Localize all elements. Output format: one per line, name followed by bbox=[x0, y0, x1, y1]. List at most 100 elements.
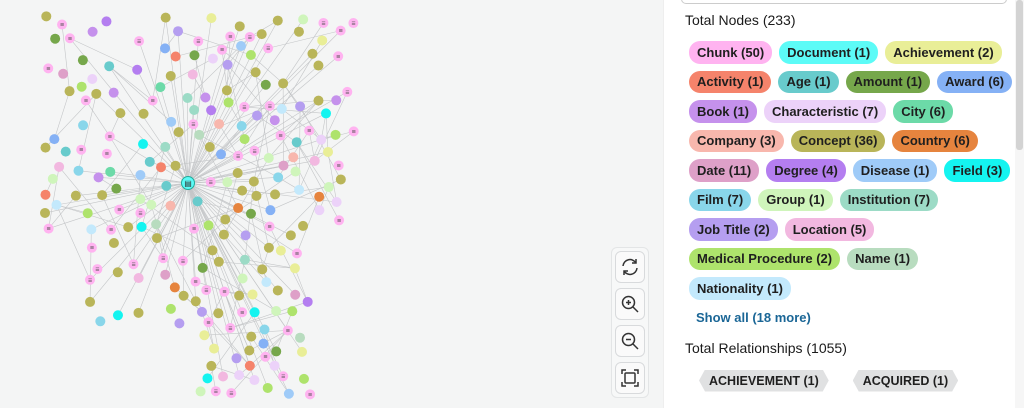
graph-node[interactable] bbox=[206, 105, 217, 116]
graph-node[interactable] bbox=[138, 108, 149, 119]
graph-node[interactable] bbox=[275, 245, 286, 256]
graph-node[interactable] bbox=[178, 290, 189, 301]
node-label-chip[interactable]: Group (1) bbox=[758, 188, 833, 211]
graph-node[interactable] bbox=[206, 360, 217, 371]
graph-node[interactable] bbox=[333, 160, 344, 171]
node-label-chip[interactable]: Film (7) bbox=[689, 188, 752, 211]
node-label-chip[interactable]: Disease (1) bbox=[852, 159, 938, 182]
graph-node[interactable] bbox=[234, 290, 245, 301]
graph-node[interactable] bbox=[203, 220, 214, 231]
graph-node[interactable] bbox=[342, 86, 353, 97]
graph-node[interactable] bbox=[174, 318, 185, 329]
graph-node[interactable] bbox=[314, 205, 325, 216]
graph-node[interactable] bbox=[263, 153, 274, 164]
node-label-chip[interactable]: Chunk (50) bbox=[689, 41, 773, 64]
graph-node[interactable] bbox=[237, 273, 248, 284]
graph-node[interactable] bbox=[182, 93, 193, 104]
graph-node[interactable] bbox=[54, 161, 65, 172]
graph-node[interactable] bbox=[73, 165, 84, 176]
graph-node[interactable] bbox=[270, 189, 281, 200]
graph-node[interactable] bbox=[144, 156, 155, 167]
graph-node[interactable] bbox=[276, 103, 287, 114]
graph-node[interactable] bbox=[77, 55, 88, 66]
graph-node[interactable] bbox=[91, 88, 102, 99]
graph-node[interactable] bbox=[258, 338, 269, 349]
graph-node[interactable] bbox=[289, 263, 300, 274]
graph-node[interactable] bbox=[205, 176, 216, 187]
graph-node[interactable] bbox=[264, 100, 275, 111]
node-label-chip[interactable]: Name (1) bbox=[847, 247, 919, 270]
node-label-chip[interactable]: Company (3) bbox=[689, 129, 784, 152]
graph-node[interactable] bbox=[165, 303, 176, 314]
node-label-chip[interactable]: Book (1) bbox=[689, 100, 757, 123]
graph-node[interactable] bbox=[87, 26, 98, 37]
graph-node[interactable] bbox=[271, 346, 282, 357]
graph-node[interactable] bbox=[123, 222, 134, 233]
graph-node[interactable] bbox=[252, 110, 263, 121]
graph-node[interactable] bbox=[101, 148, 112, 159]
graph-node[interactable] bbox=[156, 162, 167, 173]
graph-node[interactable] bbox=[298, 220, 309, 231]
graph-node[interactable] bbox=[316, 134, 327, 145]
graph-node[interactable] bbox=[97, 190, 108, 201]
graph-node[interactable] bbox=[220, 214, 231, 225]
node-label-chip[interactable]: Document (1) bbox=[779, 41, 879, 64]
graph-node[interactable] bbox=[147, 95, 158, 106]
graph-node[interactable] bbox=[291, 137, 302, 148]
graph-node[interactable] bbox=[135, 170, 146, 181]
graph-node[interactable] bbox=[278, 160, 289, 171]
node-label-chip[interactable]: Location (5) bbox=[784, 218, 875, 241]
graph-node[interactable] bbox=[49, 134, 60, 145]
graph-node[interactable] bbox=[188, 223, 199, 234]
graph-node[interactable] bbox=[304, 125, 315, 136]
graph-node[interactable] bbox=[80, 95, 91, 106]
graph-node[interactable] bbox=[146, 199, 157, 210]
node-label-chip[interactable]: Activity (1) bbox=[689, 70, 772, 93]
graph-node[interactable] bbox=[51, 199, 62, 210]
graph-node[interactable] bbox=[348, 126, 359, 137]
graph-node[interactable] bbox=[197, 262, 208, 273]
graph-node[interactable] bbox=[321, 108, 332, 119]
node-label-chip[interactable]: Field (3) bbox=[944, 159, 1011, 182]
graph-node[interactable] bbox=[93, 172, 104, 183]
graph-node[interactable] bbox=[302, 296, 313, 307]
graph-node[interactable] bbox=[92, 264, 103, 275]
graph-node[interactable] bbox=[245, 208, 256, 219]
graph-node[interactable] bbox=[246, 331, 257, 342]
graph-node[interactable] bbox=[165, 200, 176, 211]
graph-node[interactable] bbox=[114, 204, 125, 215]
graph-node[interactable] bbox=[221, 85, 232, 96]
graph-node[interactable] bbox=[323, 146, 334, 157]
graph-node[interactable] bbox=[323, 182, 334, 193]
graph-node[interactable] bbox=[288, 152, 299, 163]
graph-node[interactable] bbox=[318, 17, 329, 28]
graph-node[interactable] bbox=[317, 35, 328, 46]
graph-node[interactable] bbox=[170, 160, 181, 171]
graph-node[interactable] bbox=[112, 267, 123, 278]
refresh-button[interactable] bbox=[615, 251, 645, 283]
graph-node[interactable] bbox=[105, 166, 116, 177]
graph-node[interactable] bbox=[237, 185, 248, 196]
graph-node[interactable] bbox=[173, 26, 184, 37]
graph-node[interactable] bbox=[135, 194, 146, 205]
node-label-chip[interactable]: Award (6) bbox=[937, 70, 1013, 93]
graph-node[interactable] bbox=[335, 25, 346, 36]
graph-node[interactable] bbox=[200, 92, 211, 103]
graph-node[interactable] bbox=[265, 205, 276, 216]
graph-node[interactable] bbox=[239, 254, 250, 265]
graph-node[interactable] bbox=[222, 177, 233, 188]
graph-node[interactable] bbox=[249, 375, 260, 386]
node-label-chip[interactable]: Degree (4) bbox=[766, 159, 846, 182]
graph-node[interactable] bbox=[86, 224, 97, 235]
graph-node[interactable] bbox=[218, 371, 229, 382]
graph-node[interactable] bbox=[151, 233, 162, 244]
graph-node[interactable] bbox=[234, 21, 245, 32]
graph-node[interactable] bbox=[189, 104, 200, 115]
graph-node[interactable] bbox=[166, 116, 177, 127]
graph-node[interactable] bbox=[161, 180, 172, 191]
graph-node[interactable] bbox=[111, 183, 122, 194]
graph-node[interactable] bbox=[278, 371, 289, 382]
graph-node[interactable] bbox=[41, 11, 52, 22]
graph-node[interactable] bbox=[225, 322, 236, 333]
graph-node[interactable] bbox=[330, 129, 341, 140]
